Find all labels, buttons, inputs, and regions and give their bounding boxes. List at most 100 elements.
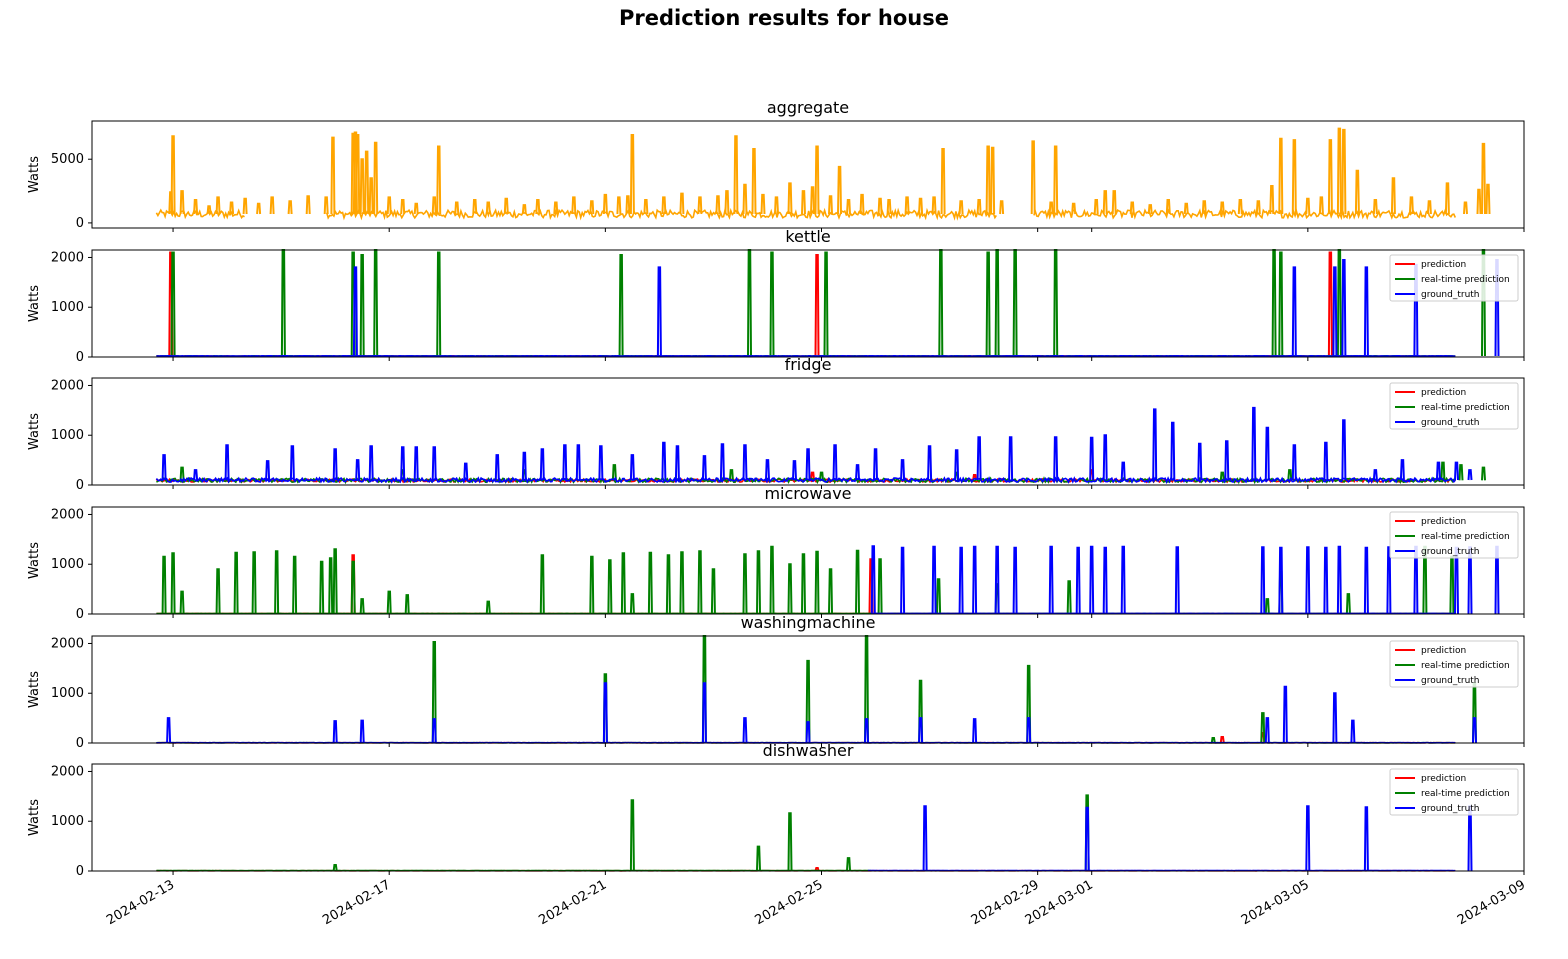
y-tick-label: 0 bbox=[76, 350, 84, 365]
y-tick-label: 1000 bbox=[51, 557, 84, 572]
spike-1-15 bbox=[485, 600, 491, 614]
spike-0-2 bbox=[179, 190, 185, 215]
spike-1-18 bbox=[607, 559, 613, 614]
legend: prediction real-time prediction ground_tru… bbox=[1389, 254, 1519, 302]
legend-label: prediction bbox=[1421, 774, 1466, 784]
legend: prediction real-time prediction ground_tru… bbox=[1389, 511, 1519, 559]
spike-0-90 bbox=[1336, 127, 1342, 215]
spike-1-8 bbox=[1287, 469, 1293, 481]
spike-0-67 bbox=[990, 146, 996, 215]
spike-1-29 bbox=[787, 563, 793, 614]
spike-0-100 bbox=[1481, 142, 1486, 215]
spike-1-14 bbox=[1053, 249, 1059, 357]
spike-1-13 bbox=[386, 590, 392, 614]
spike-1-7 bbox=[1210, 737, 1216, 743]
panel-washingmachine: washingmachine Watts 0 1000 2000 prediction re… bbox=[27, 613, 1525, 751]
spike-2-15 bbox=[1305, 546, 1311, 614]
y-tick-label: 1000 bbox=[51, 428, 84, 443]
legend-box bbox=[1389, 768, 1519, 816]
figure-title: Prediction results for house bbox=[619, 6, 949, 30]
spike-2-1 bbox=[193, 469, 199, 481]
spike-2-5 bbox=[1363, 266, 1369, 357]
spike-2-3 bbox=[265, 460, 271, 481]
spike-1-34 bbox=[877, 558, 883, 614]
spike-1-0 bbox=[179, 466, 185, 481]
spike-0-59 bbox=[886, 199, 892, 215]
spike-0-85 bbox=[1278, 137, 1284, 215]
spike-1-6 bbox=[618, 254, 624, 357]
y-tick-label: 0 bbox=[76, 607, 84, 622]
spike-1-42 bbox=[1449, 555, 1455, 614]
axes-frame bbox=[91, 506, 1525, 615]
spike-0-43 bbox=[715, 195, 721, 215]
legend-label: ground_truth bbox=[1421, 547, 1480, 557]
spike-2-42 bbox=[1224, 440, 1230, 481]
spike-0-9 bbox=[269, 196, 275, 215]
spike-0-73 bbox=[1093, 199, 1099, 215]
spike-0-27 bbox=[472, 199, 478, 215]
spike-1-19 bbox=[620, 552, 626, 614]
spike-1-11 bbox=[985, 251, 991, 357]
panel-kettle: kettle Watts 0 1000 2000 prediction real-time … bbox=[27, 227, 1525, 365]
spike-0-92 bbox=[1354, 169, 1360, 215]
legend-box bbox=[1389, 640, 1519, 688]
spike-0-1 bbox=[170, 135, 176, 215]
y-tick-label: 1000 bbox=[51, 814, 84, 829]
spike-0-22 bbox=[400, 199, 406, 215]
spike-2-10 bbox=[1102, 546, 1108, 614]
spike-2-4 bbox=[289, 445, 295, 481]
spike-1-8 bbox=[769, 251, 775, 357]
spike-0-10 bbox=[287, 200, 293, 215]
spike-1-14 bbox=[404, 594, 410, 614]
spike-0-68 bbox=[999, 200, 1005, 215]
spike-0-87 bbox=[1305, 197, 1311, 215]
spike-0-2 bbox=[1327, 251, 1333, 357]
y-tick-label: 2000 bbox=[51, 764, 84, 779]
spike-1-7 bbox=[747, 249, 752, 357]
legend-box bbox=[1389, 382, 1519, 430]
spike-0-82 bbox=[1237, 199, 1243, 215]
spike-2-47 bbox=[1341, 419, 1347, 481]
spike-0-25 bbox=[436, 145, 442, 215]
x-tick-label: 2024-02-25 bbox=[753, 877, 826, 928]
legend-label: real-time prediction bbox=[1421, 661, 1510, 671]
spike-0-16 bbox=[355, 134, 361, 215]
spike-2-49 bbox=[1399, 459, 1405, 481]
spike-2-8 bbox=[864, 718, 869, 743]
spike-1-5 bbox=[819, 471, 824, 481]
spike-2-8 bbox=[1075, 546, 1081, 614]
spike-2-3 bbox=[431, 718, 437, 743]
spike-2-45 bbox=[1291, 444, 1297, 481]
panel-title: microwave bbox=[764, 484, 851, 503]
spike-0-98 bbox=[1463, 201, 1468, 215]
spike-2-3 bbox=[1332, 266, 1338, 357]
spike-0-45 bbox=[733, 135, 739, 215]
spike-1-30 bbox=[801, 553, 806, 614]
spike-1-2 bbox=[179, 590, 185, 614]
legend-label: ground_truth bbox=[1421, 290, 1480, 300]
spike-2-10 bbox=[972, 718, 978, 743]
spike-2-37 bbox=[1102, 434, 1108, 481]
spike-0-60 bbox=[904, 196, 910, 215]
spike-0-0 bbox=[1219, 736, 1225, 743]
spike-2-39 bbox=[1152, 408, 1158, 481]
legend-label: prediction bbox=[1421, 260, 1466, 270]
spike-2-2 bbox=[224, 444, 230, 481]
spike-1-8 bbox=[1260, 712, 1266, 743]
spike-1-16 bbox=[1278, 251, 1284, 357]
spike-0-33 bbox=[571, 196, 577, 215]
y-tick-label: 2000 bbox=[51, 507, 84, 522]
spike-2-1 bbox=[656, 266, 662, 357]
spike-1-6 bbox=[274, 550, 280, 614]
spike-2-43 bbox=[1251, 406, 1257, 481]
spike-0-29 bbox=[503, 197, 509, 215]
spike-0-51 bbox=[801, 190, 806, 215]
spike-1-5 bbox=[436, 251, 442, 357]
panel-title: fridge bbox=[785, 355, 832, 374]
spike-0-39 bbox=[643, 199, 649, 215]
spike-0-1 bbox=[972, 474, 978, 481]
spike-2-34 bbox=[1008, 436, 1014, 481]
spike-2-14 bbox=[539, 448, 545, 481]
series-2-baseline bbox=[156, 354, 1456, 358]
spike-1-24 bbox=[697, 550, 703, 614]
